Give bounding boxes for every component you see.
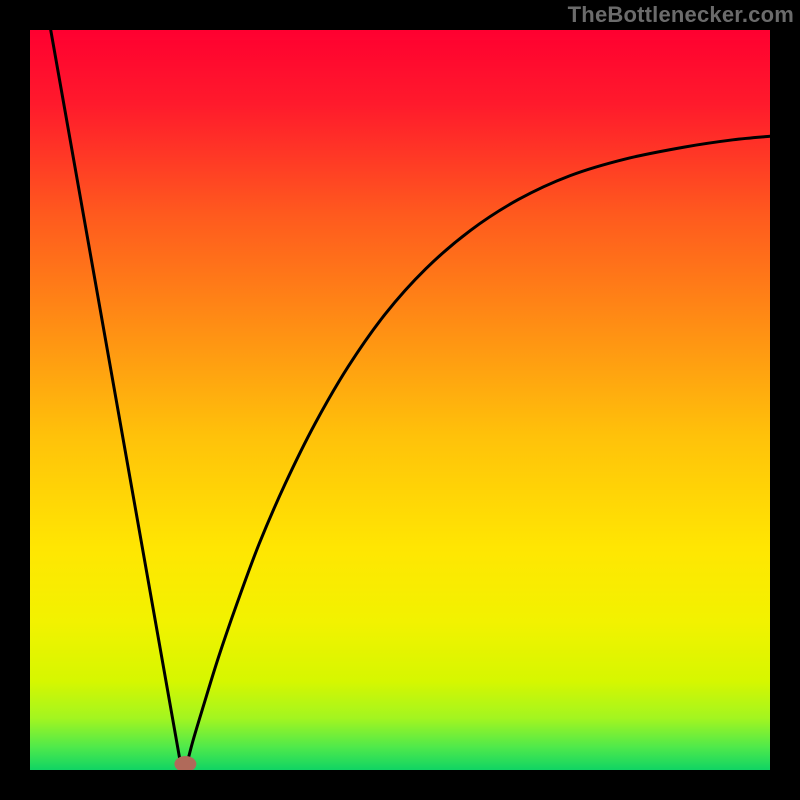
plot-area	[30, 30, 770, 770]
chart-svg	[30, 30, 770, 770]
plot-background	[30, 30, 770, 770]
chart-container: TheBottlenecker.com	[0, 0, 800, 800]
watermark-text: TheBottlenecker.com	[568, 2, 794, 28]
